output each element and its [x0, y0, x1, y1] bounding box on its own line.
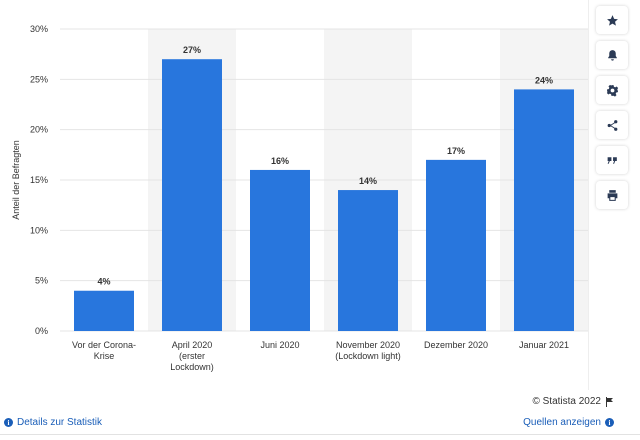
print-icon	[607, 189, 617, 201]
share-icon	[607, 119, 617, 131]
bar	[514, 89, 574, 332]
cite-button[interactable]	[596, 146, 628, 174]
info-icon: i	[605, 418, 614, 427]
flag-icon	[606, 396, 613, 407]
data-label: 24%	[535, 75, 553, 85]
data-label: 27%	[183, 45, 201, 55]
y-tick-label: 10%	[30, 225, 48, 235]
x-tick-label: Krise	[94, 351, 115, 361]
sources-link[interactable]: Quellen anzeigen i	[523, 417, 614, 428]
x-tick-label: April 2020	[172, 340, 213, 350]
bar-chart: 0% 5% 10% 15% 20% 25% 30% 4% Vor der Corona-Kris…	[30, 24, 588, 372]
star-icon	[606, 14, 618, 26]
x-tick-label: November 2020	[336, 340, 400, 350]
x-tick-label: Juni 2020	[260, 340, 299, 350]
toolbar	[596, 6, 630, 216]
share-button[interactable]	[596, 111, 628, 139]
y-tick-label: 20%	[30, 125, 48, 135]
x-tick-label: (erster	[179, 351, 205, 361]
y-tick-label: 25%	[30, 74, 48, 84]
x-tick-label: Vor der Corona-	[72, 340, 136, 350]
bell-icon	[607, 49, 617, 61]
settings-button[interactable]	[596, 76, 628, 104]
y-tick-label: 5%	[35, 276, 48, 286]
gear-icon	[606, 84, 618, 97]
bar	[250, 169, 310, 331]
copyright-text: © Statista 2022	[532, 396, 601, 407]
x-tick-label: Januar 2021	[519, 340, 569, 350]
x-tick-label: (Lockdown light)	[335, 351, 401, 361]
copyright: © Statista 2022	[532, 396, 614, 407]
bar	[162, 59, 222, 331]
y-tick-label: 30%	[30, 24, 48, 34]
data-label: 17%	[447, 146, 465, 156]
quote-icon	[607, 156, 617, 164]
divider	[588, 0, 589, 390]
data-label: 16%	[271, 156, 289, 166]
favorite-button[interactable]	[596, 6, 628, 34]
bar	[74, 290, 134, 331]
data-label: 4%	[97, 277, 110, 287]
details-link-label: Details zur Statistik	[17, 417, 103, 428]
y-tick-label: 0%	[35, 326, 48, 336]
y-axis-label: Anteil der Befragten	[11, 140, 21, 220]
bar	[426, 159, 486, 331]
notification-button[interactable]	[596, 41, 628, 69]
bar	[338, 190, 398, 331]
info-icon: i	[4, 418, 13, 427]
x-tick-label: Lockdown)	[170, 362, 214, 372]
divider	[0, 434, 640, 435]
sources-link-label: Quellen anzeigen	[523, 417, 601, 428]
x-tick-label: Dezember 2020	[424, 340, 488, 350]
y-tick-label: 15%	[30, 175, 48, 185]
data-label: 14%	[359, 176, 377, 186]
details-link[interactable]: i Details zur Statistik	[4, 417, 102, 428]
print-button[interactable]	[596, 181, 628, 209]
